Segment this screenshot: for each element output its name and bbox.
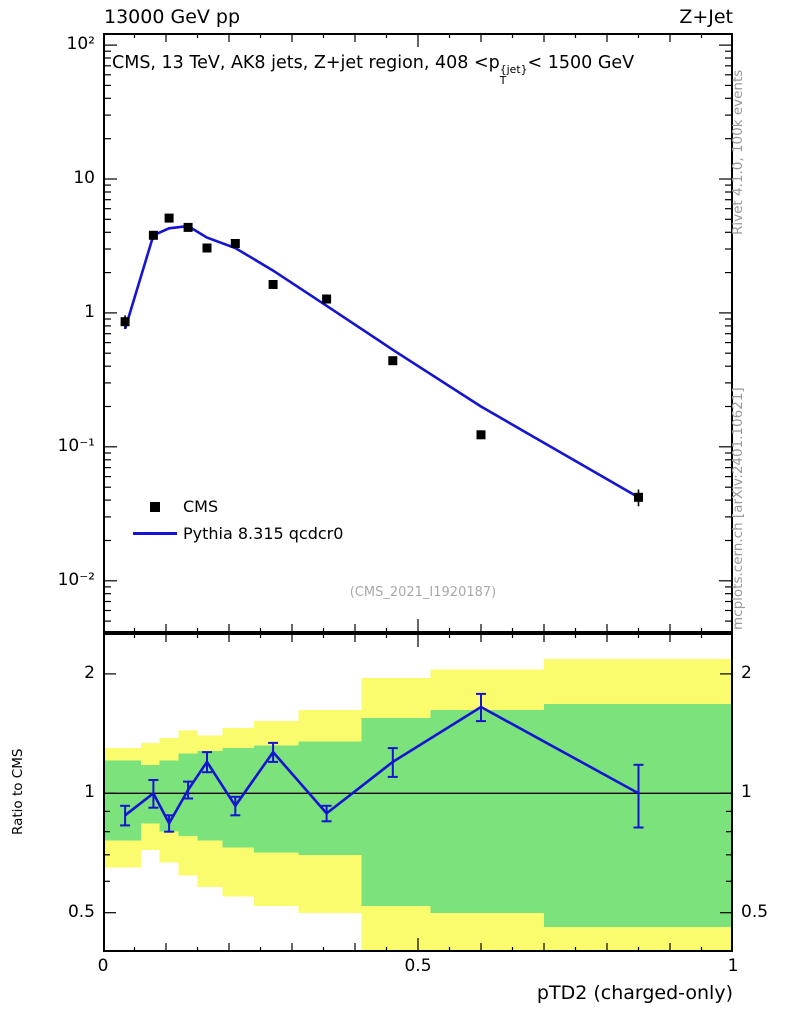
legend-label-pythia: Pythia 8.315 qcdcr0: [183, 524, 344, 543]
ratio-tick-label-right: 1: [741, 782, 752, 803]
pt-jet-sup-sub: {jet} T: [499, 62, 528, 88]
ratio-plot-panel: [103, 633, 733, 952]
header-process: Z+Jet: [679, 6, 733, 28]
header-beam-energy: 13000 GeV pp: [104, 6, 241, 28]
ratio-tick-label-right: 0.5: [741, 901, 769, 922]
cms-square-marker-icon: [133, 501, 177, 512]
x-axis-title: pTD2 (charged-only): [536, 982, 733, 1004]
y-tick-label: 10: [73, 167, 95, 188]
legend-item-cms: CMS: [133, 493, 343, 520]
y-tick-label: 10²: [66, 34, 95, 55]
x-tick-label: 0.5: [404, 956, 432, 976]
y-tick-label: 10⁻¹: [57, 435, 95, 456]
y-tick-label: 10⁻²: [57, 569, 95, 590]
y-axis-label: # 1 dN / d pT # d²N d pT dλ: [0, 154, 5, 335]
y-tick-label: 1: [84, 301, 95, 322]
x-tick-label: 1: [727, 956, 739, 976]
ratio-tick-label-left: 2: [84, 662, 95, 683]
ratio-axis-label: Ratio to CMS: [9, 748, 26, 835]
ratio-plot-svg: [103, 633, 733, 952]
watermark-analysis-id: (CMS_2021_I1920187): [349, 585, 497, 600]
x-tick-label: 0: [97, 956, 109, 976]
main-plot-panel: CMS, 13 TeV, AK8 jets, Z+jet region, 408…: [103, 33, 733, 633]
ratio-tick-label-left: 0.5: [67, 901, 95, 922]
side-note-rivet: Rivet 4.1.0, 100k events: [729, 69, 746, 235]
legend-item-pythia: Pythia 8.315 qcdcr0: [133, 520, 343, 547]
main-plot-svg: [103, 33, 733, 633]
plot-title: CMS, 13 TeV, AK8 jets, Z+jet region, 408…: [112, 53, 634, 87]
side-note-mcplots: mcplots.cern.ch [arXiv:2401.10621]: [729, 387, 746, 630]
legend: CMS Pythia 8.315 qcdcr0: [133, 493, 343, 547]
fraction-one-over-dndpt: 1 dN / d pT: [0, 243, 2, 317]
plot-title-tail: < 1500 GeV: [527, 53, 635, 73]
ratio-tick-label-left: 1: [84, 782, 95, 803]
fraction-d2n: d²N d pT dλ: [0, 159, 2, 220]
pythia-line-marker-icon: [133, 532, 177, 535]
legend-label-cms: CMS: [183, 497, 219, 516]
ratio-tick-label-right: 2: [741, 662, 752, 683]
plot-title-main: CMS, 13 TeV, AK8 jets, Z+jet region, 408…: [112, 53, 500, 73]
